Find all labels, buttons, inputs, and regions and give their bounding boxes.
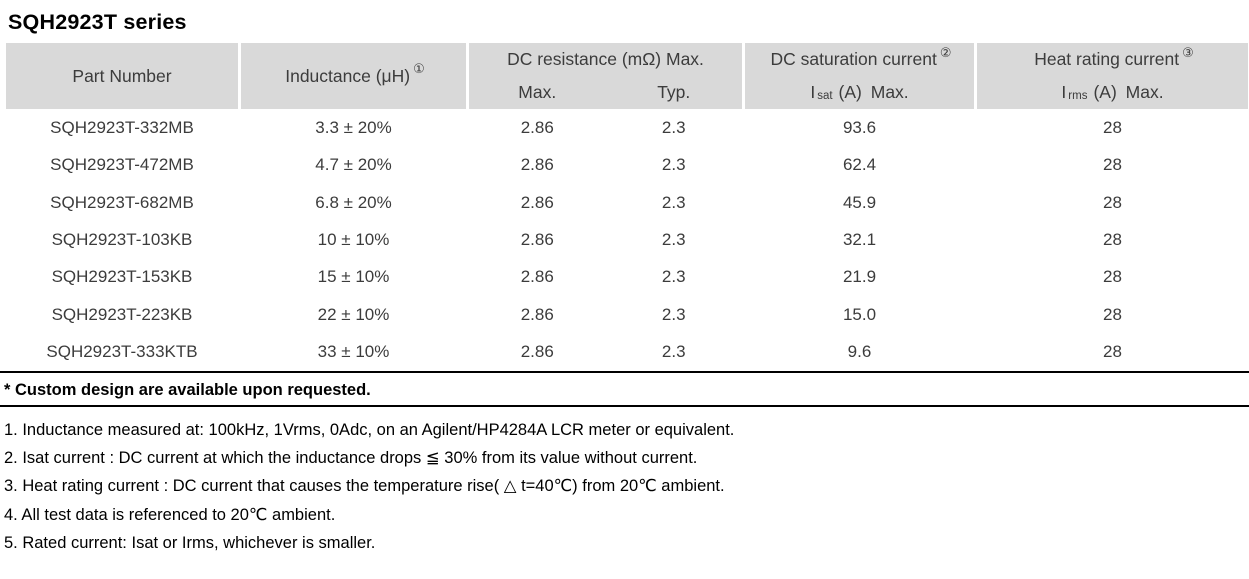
cell-part-number: SQH2923T-682MB [50,192,194,212]
custom-design-note: * Custom design are available upon reque… [4,380,371,399]
cell-inductance: 3.3 ± 20% [315,117,392,137]
table-row: SQH2923T-682MB 6.8 ± 20% 2.86 2.3 45.9 2… [6,184,1248,221]
table-bottom-rule [0,370,1249,373]
cell-res-typ: 2.3 [661,229,686,249]
cell-part-number: SQH2923T-333KTB [46,342,198,362]
cell-isat: 62.4 [842,155,877,175]
table-row: SQH2923T-472MB 4.7 ± 20% 2.86 2.3 62.4 2… [6,146,1248,183]
cell-irms: 28 [1103,267,1122,287]
cell-isat: 45.9 [842,192,877,212]
cell-irms: 28 [1103,192,1122,212]
spec-table: Part Number Inductance (μH) ① DC resistan… [6,43,1248,371]
cell-res-typ: 2.3 [661,267,686,287]
cell-inductance: 6.8 ± 20% [315,192,392,212]
table-header: Part Number Inductance (μH) ① DC resistan… [6,43,1248,109]
footnote-ref-2: ② [939,44,952,60]
cell-inductance: 22 ± 10% [317,304,390,324]
header-inductance-label: Inductance (μH) [285,65,411,86]
cell-isat: 32.1 [842,229,877,249]
irms-unit: (A) Max. [1093,82,1164,102]
header-res-typ-label: Typ. [657,82,691,102]
table-row: SQH2923T-333KTB 33 ± 10% 2.86 2.3 9.6 28 [6,334,1248,371]
cell-isat: 15.0 [842,304,877,324]
footnote-3: 3. Heat rating current : DC current that… [4,477,725,496]
header-heat-rating-top: Heat rating current ③ [977,43,1248,76]
cell-resistance: 2.86 2.3 [469,193,742,213]
header-part-number: Part Number [6,43,238,109]
header-dc-resistance-subrow: Max. Typ. [469,76,742,109]
footnote-ref-1: ① [413,61,425,76]
cell-resistance: 2.86 2.3 [469,118,742,138]
header-inductance: Inductance (μH) ① [241,43,466,109]
cell-res-typ: 2.3 [661,342,686,362]
cell-res-typ: 2.3 [661,155,686,175]
cell-irms: 28 [1103,342,1122,362]
cell-res-max: 2.86 [520,342,554,362]
header-dc-resistance: DC resistance (mΩ) Max. Max. Typ. [469,43,742,109]
cell-isat: 9.6 [847,342,872,362]
notes-divider-rule [0,404,1249,407]
cell-inductance: 10 ± 10% [317,229,390,249]
cell-isat: 93.6 [842,117,877,137]
cell-resistance: 2.86 2.3 [469,267,742,287]
header-dc-saturation-top: DC saturation current ② [745,43,974,76]
page-title: SQH2923T series [8,10,187,34]
cell-irms: 28 [1103,304,1122,324]
footnotes: 1. Inductance measured at: 100kHz, 1Vrms… [4,416,1249,557]
table-row: SQH2923T-103KB 10 ± 10% 2.86 2.3 32.1 28 [6,221,1248,258]
header-heat-rating-label: Heat rating current [1034,49,1180,69]
cell-inductance: 33 ± 10% [317,342,390,362]
cell-inductance: 4.7 ± 20% [315,155,392,175]
table-body: SQH2923T-332MB 3.3 ± 20% 2.86 2.3 93.6 2… [6,109,1248,371]
footnote-2: 2. Isat current : DC current at which th… [4,449,698,468]
cell-irms: 28 [1103,155,1122,175]
cell-res-max: 2.86 [520,155,554,175]
cell-res-max: 2.86 [520,304,554,324]
header-dc-saturation-label: DC saturation current [770,49,937,69]
table-row: SQH2923T-332MB 3.3 ± 20% 2.86 2.3 93.6 2… [6,109,1248,146]
footnote-1: 1. Inductance measured at: 100kHz, 1Vrms… [4,420,735,439]
cell-irms: 28 [1103,229,1122,249]
isat-unit: (A) Max. [838,82,909,102]
isat-subscript: sat [817,89,833,102]
footnote-5: 5. Rated current: Isat or Irms, whicheve… [4,533,376,552]
cell-res-typ: 2.3 [661,304,686,324]
cell-inductance: 15 ± 10% [317,267,390,287]
header-part-number-label: Part Number [72,65,172,86]
cell-resistance: 2.86 2.3 [469,230,742,250]
header-dc-resistance-label: DC resistance (mΩ) Max. [507,49,704,69]
header-res-max-label: Max. [518,82,557,102]
cell-isat: 21.9 [842,267,877,287]
cell-res-typ: 2.3 [661,117,686,137]
cell-part-number: SQH2923T-153KB [51,267,193,287]
cell-resistance: 2.86 2.3 [469,342,742,362]
table-row: SQH2923T-223KB 22 ± 10% 2.86 2.3 15.0 28 [6,296,1248,333]
cell-resistance: 2.86 2.3 [469,305,742,325]
irms-symbol: I [1061,82,1067,102]
cell-resistance: 2.86 2.3 [469,155,742,175]
cell-res-max: 2.86 [520,229,554,249]
irms-subscript: rms [1068,89,1088,102]
cell-part-number: SQH2923T-103KB [51,229,193,249]
footnote-ref-3: ③ [1182,44,1194,60]
cell-res-max: 2.86 [520,192,554,212]
table-row: SQH2923T-153KB 15 ± 10% 2.86 2.3 21.9 28 [6,259,1248,296]
cell-res-max: 2.86 [520,267,554,287]
cell-part-number: SQH2923T-332MB [50,117,194,137]
isat-symbol: I [810,82,816,102]
cell-part-number: SQH2923T-472MB [50,155,194,175]
cell-part-number: SQH2923T-223KB [51,304,193,324]
footnote-4: 4. All test data is referenced to 20℃ am… [4,505,336,524]
cell-res-typ: 2.3 [661,192,686,212]
cell-res-max: 2.86 [520,117,554,137]
cell-irms: 28 [1103,117,1122,137]
